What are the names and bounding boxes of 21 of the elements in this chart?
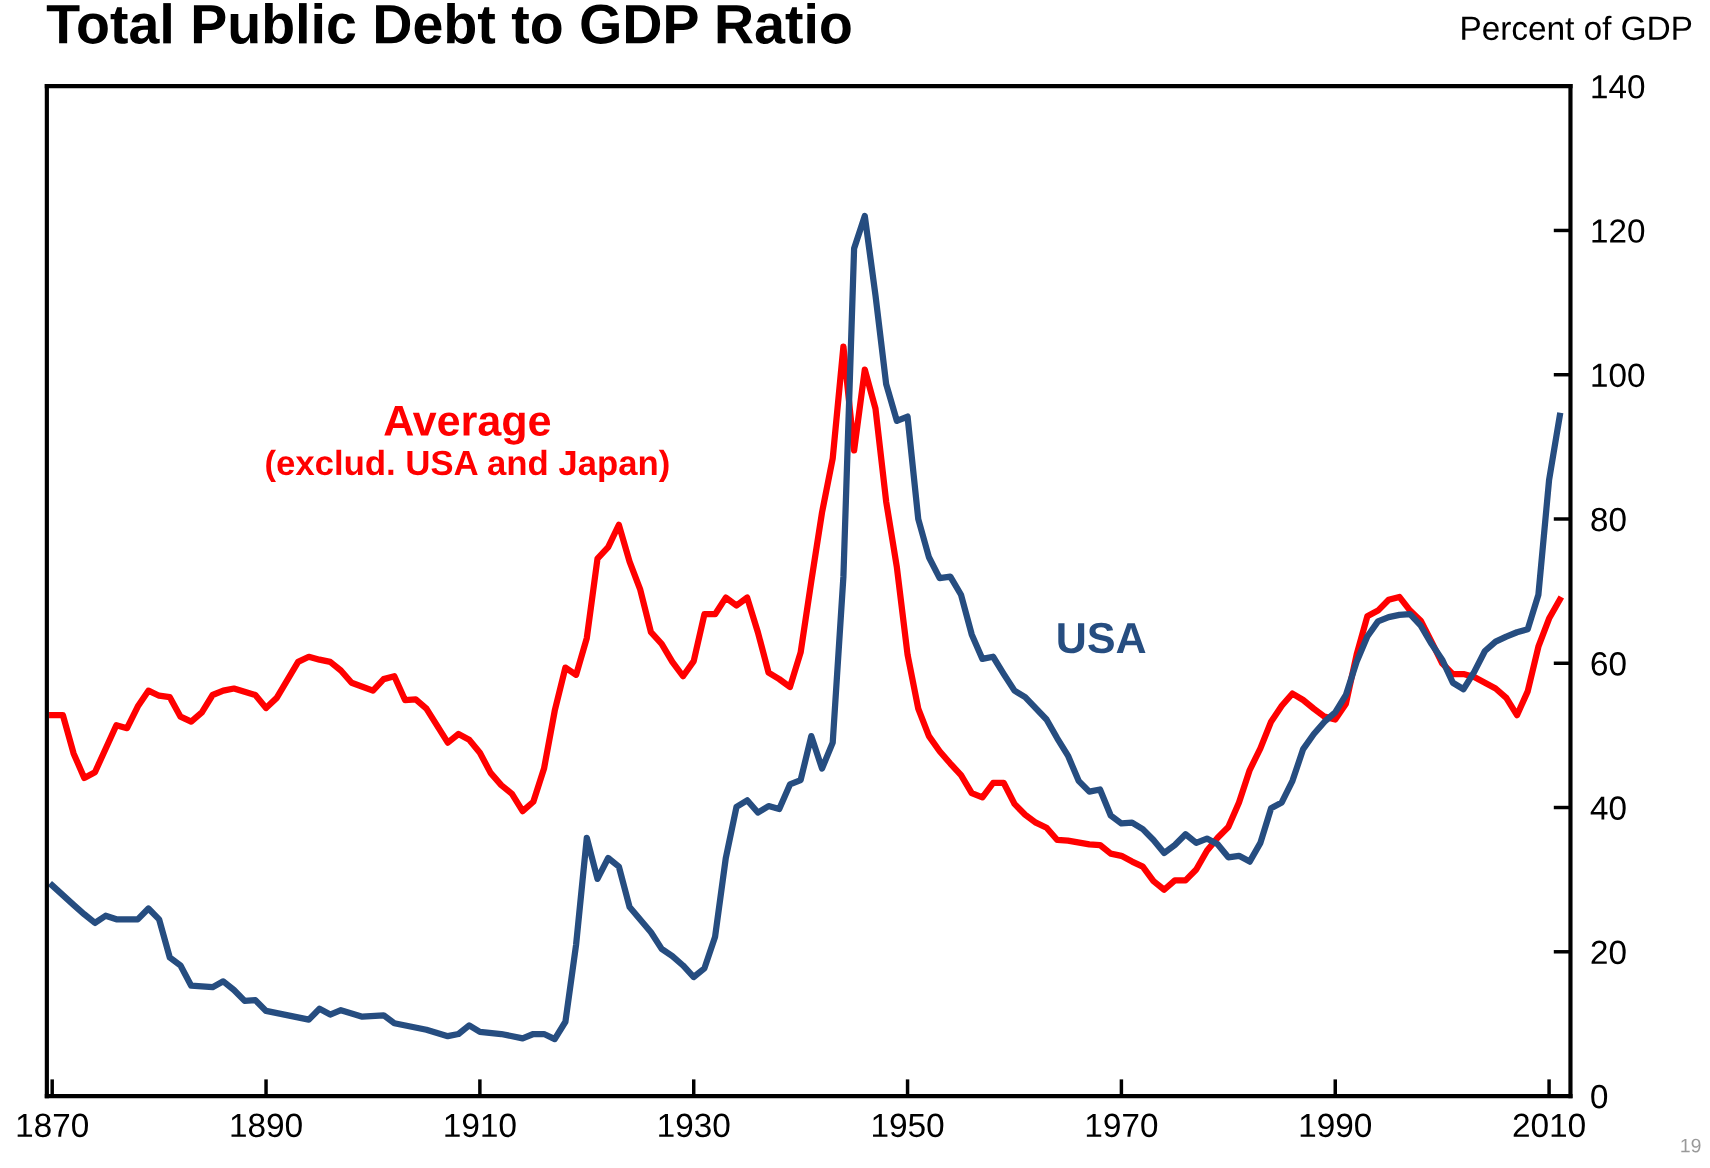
x-tick-label: 1910	[445, 1113, 516, 1138]
x-tick-label: 1870	[17, 1113, 88, 1138]
x-tick-label: 1970	[1086, 1113, 1158, 1138]
x-tick-label: 1890	[231, 1113, 302, 1138]
series-label: USA	[1058, 622, 1146, 654]
series-label: Average (exclud. USA and Japan)	[266, 405, 669, 483]
y-tick-label: 0	[1591, 1084, 1608, 1109]
x-tick-label: 1930	[659, 1113, 730, 1138]
y-tick-label: 140	[1592, 75, 1645, 99]
x-tick-label: 1990	[1300, 1113, 1372, 1138]
x-tick-label: 1950	[873, 1113, 944, 1138]
chart-title: Total Public Debt to GDP Ratio	[46, 3, 851, 44]
y-axis-title: Percent of GDP	[1462, 15, 1692, 41]
text: 19	[1681, 1138, 1701, 1153]
y-tick-label: 20	[1591, 940, 1626, 965]
y-tick-label: 100	[1592, 363, 1645, 388]
y-tick-label: 80	[1591, 507, 1626, 532]
x-tick-label: 2010	[1513, 1113, 1585, 1138]
y-tick-label: 120	[1592, 219, 1645, 243]
y-tick-label: 40	[1590, 796, 1626, 820]
y-tick-label: 60	[1591, 652, 1626, 676]
